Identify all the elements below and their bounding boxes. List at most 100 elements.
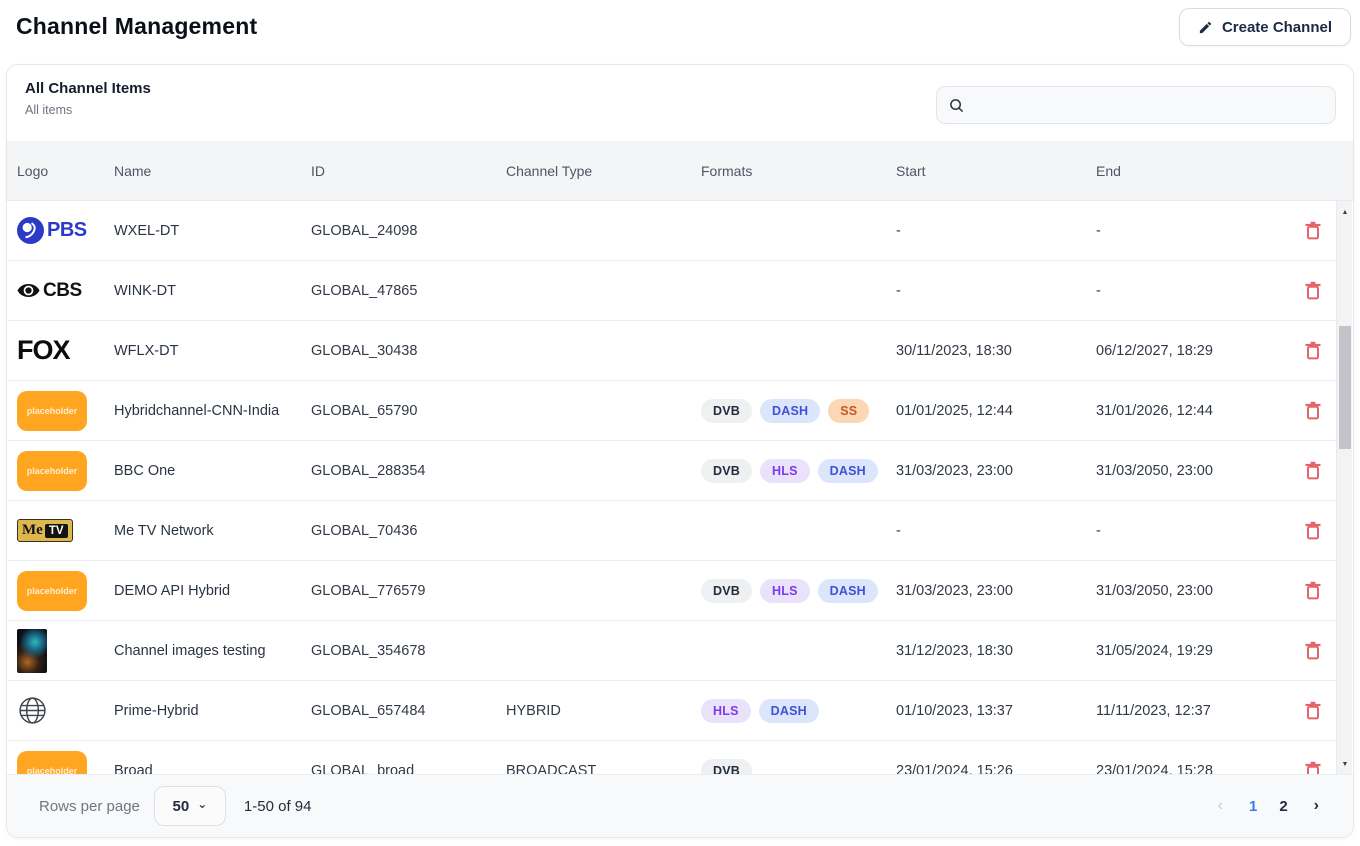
search-icon: [949, 98, 964, 113]
col-formats: Formats: [701, 163, 896, 179]
table-rows: PBS WXEL-DT GLOBAL_24098 - - CBS WINK-DT…: [7, 201, 1336, 775]
delete-button[interactable]: [1301, 517, 1325, 544]
cbs-logo: CBS: [17, 280, 82, 302]
table-row: CBS WINK-DT GLOBAL_47865 - -: [7, 261, 1336, 321]
table-row: MeTV Me TV Network GLOBAL_70436 - -: [7, 501, 1336, 561]
format-badge: HLS: [760, 459, 810, 483]
channel-formats: DVB HLS DASH: [701, 579, 896, 603]
placeholder-logo: placeholder: [17, 751, 87, 776]
table-row: placeholder Hybridchannel-CNN-India GLOB…: [7, 381, 1336, 441]
col-name: Name: [114, 163, 311, 179]
channel-logo: [17, 629, 114, 673]
table-row: FOX WFLX-DT GLOBAL_30438 30/11/2023, 18:…: [7, 321, 1336, 381]
rows-per-page-select[interactable]: 50 ⌄: [154, 786, 226, 826]
format-badge: DASH: [818, 459, 878, 483]
channel-id: GLOBAL_30438: [311, 343, 506, 359]
channel-start: -: [896, 223, 1096, 239]
format-badge: DVB: [701, 759, 752, 776]
channel-end: -: [1096, 223, 1289, 239]
channel-name: WXEL-DT: [114, 223, 311, 239]
channel-logo: MeTV: [17, 519, 114, 542]
channel-start: 30/11/2023, 18:30: [896, 343, 1096, 359]
table-scrollbar[interactable]: ▲ ▼: [1336, 201, 1352, 775]
channel-start: 01/10/2023, 13:37: [896, 703, 1096, 719]
col-type: Channel Type: [506, 163, 701, 179]
delete-button[interactable]: [1301, 277, 1325, 304]
placeholder-logo: placeholder: [17, 391, 87, 431]
channel-formats: DVBDASHSS: [701, 399, 896, 423]
channel-name: DEMO API Hybrid: [114, 583, 311, 599]
scroll-thumb[interactable]: [1339, 326, 1351, 449]
pagination: ‹ 12 ›: [1210, 795, 1327, 817]
page-number-1[interactable]: 1: [1243, 796, 1263, 817]
channel-logo: [17, 695, 114, 726]
channel-logo: placeholder: [17, 751, 114, 776]
channel-start: 01/01/2025, 12:44: [896, 403, 1096, 419]
placeholder-logo: placeholder: [17, 571, 87, 611]
col-logo: Logo: [17, 163, 114, 179]
prev-page-button[interactable]: ‹: [1210, 795, 1231, 817]
channel-formats: HLS DASH: [701, 699, 896, 723]
page-number-2[interactable]: 2: [1273, 796, 1293, 817]
scroll-down-icon[interactable]: ▼: [1337, 756, 1353, 772]
chevron-down-icon: ⌄: [197, 797, 207, 811]
channel-name: Channel images testing: [114, 643, 311, 659]
delete-button[interactable]: [1301, 457, 1325, 484]
panel-heading: All Channel Items: [25, 80, 151, 97]
channel-end: 06/12/2027, 18:29: [1096, 343, 1289, 359]
table-row: Channel images testing GLOBAL_354678 31/…: [7, 621, 1336, 681]
format-badge: DVB: [701, 579, 752, 603]
delete-button[interactable]: [1301, 577, 1325, 604]
format-badge: HLS: [760, 579, 810, 603]
channel-id: GLOBAL_47865: [311, 283, 506, 299]
create-channel-label: Create Channel: [1222, 19, 1332, 36]
delete-button[interactable]: [1301, 337, 1325, 364]
scroll-up-icon[interactable]: ▲: [1337, 204, 1353, 220]
channel-logo: CBS: [17, 280, 114, 302]
next-page-button[interactable]: ›: [1306, 795, 1327, 817]
format-badge: DASH: [818, 579, 878, 603]
channel-name: WINK-DT: [114, 283, 311, 299]
table-row: placeholder BBC One GLOBAL_288354 DVBHLS…: [7, 441, 1336, 501]
delete-button[interactable]: [1301, 697, 1325, 724]
format-badge: DASH: [759, 699, 819, 723]
channel-type: HYBRID: [506, 703, 701, 719]
channel-id: GLOBAL_657484: [311, 703, 506, 719]
page-numbers: 12: [1243, 796, 1294, 817]
search-box[interactable]: [936, 86, 1336, 124]
channel-id: GLOBAL_288354: [311, 463, 506, 479]
fox-logo: FOX: [17, 335, 70, 366]
channel-end: 31/03/2050, 23:00: [1096, 583, 1289, 599]
channel-end: 31/05/2024, 19:29: [1096, 643, 1289, 659]
delete-button[interactable]: [1301, 757, 1325, 775]
pencil-icon: [1198, 20, 1213, 35]
channel-start: 31/03/2023, 23:00: [896, 583, 1096, 599]
channel-name: Me TV Network: [114, 523, 311, 539]
top-bar: Channel Management Create Channel: [0, 0, 1360, 56]
format-badge: DVB: [701, 459, 752, 483]
delete-button[interactable]: [1301, 637, 1325, 664]
table-row: PBS WXEL-DT GLOBAL_24098 - -: [7, 201, 1336, 261]
channel-id: GLOBAL_70436: [311, 523, 506, 539]
rows-per-page-value: 50: [173, 798, 190, 815]
channel-start: -: [896, 283, 1096, 299]
format-badge: HLS: [701, 699, 751, 723]
channel-logo: placeholder: [17, 571, 114, 611]
channel-id: GLOBAL_776579: [311, 583, 506, 599]
channel-start: 31/12/2023, 18:30: [896, 643, 1096, 659]
channel-id: GLOBAL_65790: [311, 403, 506, 419]
channel-image-logo: [17, 629, 47, 673]
col-start: Start: [896, 163, 1096, 179]
channel-logo: placeholder: [17, 391, 114, 431]
channel-formats: DVB HLS DASH: [701, 459, 896, 483]
metv-logo: MeTV: [17, 519, 73, 542]
delete-button[interactable]: [1301, 397, 1325, 424]
format-badge: DVB: [701, 399, 752, 423]
pagination-range: 1-50 of 94: [244, 798, 312, 815]
delete-button[interactable]: [1301, 217, 1325, 244]
create-channel-button[interactable]: Create Channel: [1179, 8, 1351, 46]
channel-logo: PBS: [17, 217, 114, 244]
search-input[interactable]: [972, 87, 1323, 123]
page-title: Channel Management: [16, 13, 257, 40]
channel-name: Hybridchannel-CNN-India: [114, 403, 311, 419]
